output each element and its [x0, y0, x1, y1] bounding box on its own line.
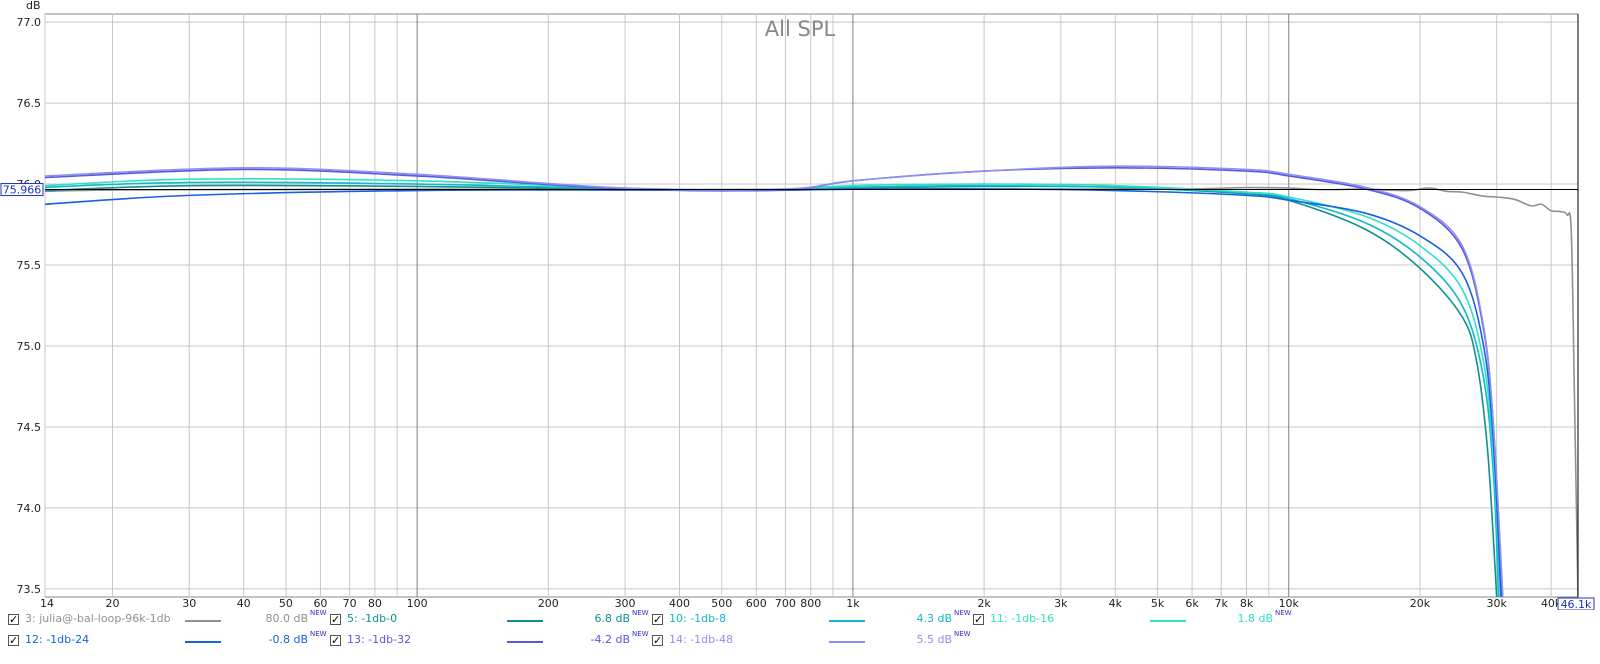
y-tick-label: 76.5: [17, 97, 42, 110]
legend-checkbox[interactable]: ✓: [330, 634, 341, 647]
legend-offset-value[interactable]: 6.8 dB: [594, 612, 630, 625]
x-tick-label: 8k: [1240, 597, 1254, 610]
x-tick-label: 400: [669, 597, 690, 610]
x-tick-label: 50: [279, 597, 293, 610]
legend-color-swatch[interactable]: [185, 641, 221, 643]
x-tick-label: 6k: [1185, 597, 1199, 610]
series-line-4: [45, 178, 1502, 597]
x-tick-label: 1k: [846, 597, 860, 610]
legend-checkbox[interactable]: ✓: [652, 634, 663, 647]
legend-series-name: 11: -1db-16: [990, 612, 1055, 625]
x-tick-label: 7k: [1215, 597, 1229, 610]
x-tick-label: 60: [313, 597, 327, 610]
x-tick-label: 800: [800, 597, 821, 610]
x-tick-label: 500: [711, 597, 732, 610]
x-cursor-readout: 46.1k: [1561, 598, 1592, 610]
y-tick-label: 75.0: [17, 340, 42, 353]
legend-item[interactable]: ✓ 13: -1db-32 -4.2 dB NEW: [330, 630, 650, 651]
x-tick-label: 10k: [1279, 597, 1300, 610]
grid-lines: [44, 14, 1578, 597]
spl-chart[interactable]: 77.076.576.075.575.074.574.073.514203040…: [0, 0, 1600, 610]
series-line-3: [45, 181, 1500, 597]
x-tick-label: 200: [538, 597, 559, 610]
x-tick-label: 700: [775, 597, 796, 610]
legend-checkbox[interactable]: ✓: [973, 613, 984, 626]
legend-new-badge: NEW: [1275, 609, 1292, 617]
legend-color-swatch[interactable]: [829, 641, 865, 643]
legend-series-name: 14: -1db-48: [669, 633, 734, 646]
legend-checkbox[interactable]: ✓: [330, 613, 341, 626]
x-tick-label: 14: [40, 597, 54, 610]
y-cursor-readout: 75.966: [3, 184, 42, 197]
y-tick-label: 74.5: [17, 421, 42, 434]
x-tick-label: 4k: [1109, 597, 1123, 610]
legend-offset-value[interactable]: 80.0 dB: [265, 612, 308, 625]
legend-checkbox[interactable]: ✓: [652, 613, 663, 626]
x-tick-label: 40: [237, 597, 251, 610]
legend-checkbox[interactable]: ✓: [8, 613, 19, 626]
legend-series-name: 13: -1db-32: [347, 633, 412, 646]
legend-color-swatch[interactable]: [507, 620, 543, 622]
legend-item[interactable]: ✓ 10: -1db-8 4.3 dB NEW: [652, 609, 972, 630]
chart-title: All SPL: [765, 17, 836, 41]
legend-new-badge: NEW: [954, 630, 971, 638]
legend-offset-value[interactable]: 4.3 dB: [916, 612, 952, 625]
x-tick-label: 600: [746, 597, 767, 610]
legend-new-badge: NEW: [310, 609, 327, 617]
series-line-7: [45, 165, 1504, 597]
x-tick-label: 5k: [1151, 597, 1165, 610]
legend-offset-value[interactable]: -0.8 dB: [268, 633, 309, 646]
y-cursor-readout-box: [0, 183, 44, 197]
x-tick-label: 100: [407, 597, 428, 610]
legend: ✓ 3: julia@-bal-loop-96k-1db 80.0 dB NEW ✓ 5:…: [0, 609, 1600, 664]
legend-series-name: 12: -1db-24: [25, 633, 90, 646]
y-tick-label: 75.5: [17, 259, 42, 272]
legend-item[interactable]: ✓ 12: -1db-24 -0.8 dB NEW: [8, 630, 328, 651]
x-tick-label: 30k: [1486, 597, 1507, 610]
x-tick-label: 20: [106, 597, 120, 610]
legend-series-name: 3: julia@-bal-loop-96k-1db: [25, 612, 171, 625]
cursor-layer: 75.966 46.1k: [0, 14, 1595, 610]
legend-item[interactable]: ✓ 3: julia@-bal-loop-96k-1db 80.0 dB NEW: [8, 609, 328, 630]
legend-new-badge: NEW: [632, 609, 649, 617]
legend-item[interactable]: ✓ 5: -1db-0 6.8 dB NEW: [330, 609, 650, 630]
x-tick-label: 80: [368, 597, 382, 610]
x-tick-label: 40k: [1541, 597, 1562, 610]
y-tick-label: 74.0: [17, 502, 42, 515]
legend-series-name: 10: -1db-8: [669, 612, 727, 625]
legend-item[interactable]: ✓ 14: -1db-48 5.5 dB NEW: [652, 630, 972, 651]
legend-color-swatch[interactable]: [507, 641, 543, 643]
legend-offset-value[interactable]: 1.8 dB: [1237, 612, 1273, 625]
x-tick-label: 300: [615, 597, 636, 610]
legend-new-badge: NEW: [954, 609, 971, 617]
y-tick-label: 73.5: [17, 583, 42, 596]
x-tick-label: 30: [182, 597, 196, 610]
legend-new-badge: NEW: [632, 630, 649, 638]
x-tick-label: 70: [343, 597, 357, 610]
x-tick-label: 3k: [1054, 597, 1068, 610]
x-tick-label: 20k: [1410, 597, 1431, 610]
legend-color-swatch[interactable]: [1150, 620, 1186, 622]
legend-series-name: 5: -1db-0: [347, 612, 398, 625]
x-cursor-readout-box: [1557, 597, 1595, 610]
legend-color-swatch[interactable]: [185, 620, 221, 622]
x-tick-label: 2k: [977, 597, 991, 610]
legend-color-swatch[interactable]: [829, 620, 865, 622]
y-tick-label: 77.0: [17, 16, 42, 29]
plot-area-background: [44, 13, 1579, 598]
legend-offset-value[interactable]: 5.5 dB: [916, 633, 952, 646]
legend-checkbox[interactable]: ✓: [8, 634, 19, 647]
y-axis-label: dB: [26, 0, 41, 12]
legend-new-badge: NEW: [310, 630, 327, 638]
legend-offset-value[interactable]: -4.2 dB: [590, 633, 631, 646]
legend-item[interactable]: ✓ 11: -1db-16 1.8 dB NEW: [973, 609, 1293, 630]
